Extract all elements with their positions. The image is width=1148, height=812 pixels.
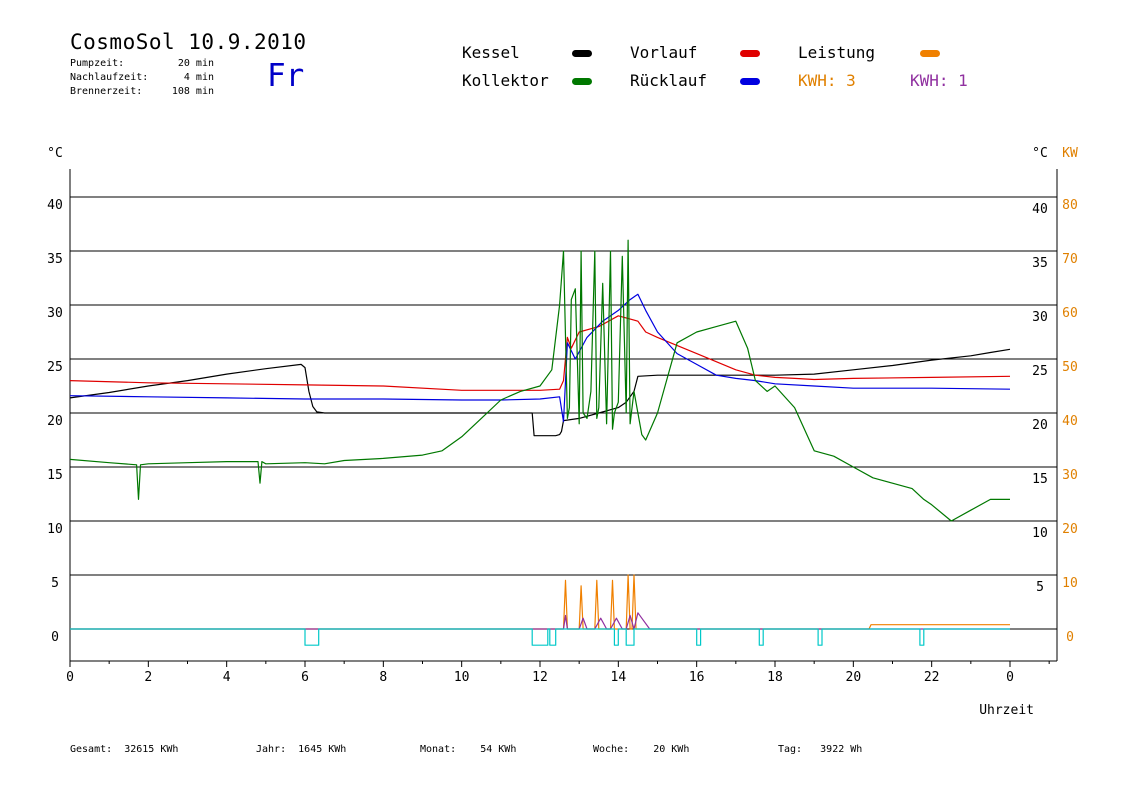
series-vorlauf <box>69 315 1011 391</box>
y-tick-left: 25 <box>47 360 63 375</box>
y-tick-right: 5 <box>1036 580 1044 595</box>
y-tick-left: 15 <box>47 468 63 483</box>
footer-woche: Woche: 20 KWh <box>593 744 690 755</box>
legend-kessel-swatch <box>572 50 592 57</box>
series-kollektor <box>69 239 1010 522</box>
y-axis-label-right: °C <box>1032 146 1048 161</box>
y-tick-left: 30 <box>47 306 63 321</box>
legend-leistung: Leistung <box>798 43 876 62</box>
kw-tick: 10 <box>1062 576 1078 591</box>
legend-vorlauf-swatch <box>740 50 760 57</box>
y-tick-left: 20 <box>47 414 63 429</box>
kw-tick: 20 <box>1062 522 1078 537</box>
x-tick-label: 18 <box>767 670 783 685</box>
footer-jahr: Jahr: 1645 KWh <box>256 744 347 755</box>
x-tick-label: 20 <box>846 670 862 685</box>
series-rcklauf <box>69 293 1011 423</box>
kw-tick: 0 <box>1066 630 1074 645</box>
y-tick-right: 35 <box>1032 256 1048 271</box>
legend-vorlauf: Vorlauf <box>630 43 698 62</box>
kw-axis-label: KW <box>1062 146 1078 161</box>
legend-kollektor: Kollektor <box>462 71 549 90</box>
series-pumpe <box>70 628 1010 646</box>
series-leistung <box>70 574 1010 630</box>
legend-ruecklauf: Rücklauf <box>630 71 708 90</box>
series-kessel <box>69 348 1011 437</box>
x-tick-label: 2 <box>144 670 152 685</box>
y-tick-right: 40 <box>1032 202 1048 217</box>
legend-kollektor-swatch <box>572 78 592 85</box>
x-tick-label: 4 <box>223 670 231 685</box>
kw-tick: 70 <box>1062 252 1078 267</box>
kwh-ruecklauf: KWH: 1 <box>910 71 968 90</box>
footer-gesamt: Gesamt: 32615 KWh <box>70 744 179 755</box>
info-pumpzeit: Pumpzeit: 20 min <box>70 58 214 69</box>
weekday-label: Fr <box>267 58 305 94</box>
page-title: CosmoSol 10.9.2010 <box>70 30 307 54</box>
y-tick-right: 30 <box>1032 310 1048 325</box>
kw-tick: 60 <box>1062 306 1078 321</box>
y-tick-right: 25 <box>1032 364 1048 379</box>
footer-monat: Monat: 54 KWh <box>420 744 517 755</box>
y-axis-label-left: °C <box>47 146 63 161</box>
kw-tick: 80 <box>1062 198 1078 213</box>
y-tick-right: 15 <box>1032 472 1048 487</box>
x-tick-label: 14 <box>611 670 627 685</box>
x-tick-label: 16 <box>689 670 705 685</box>
y-tick-right: 20 <box>1032 418 1048 433</box>
info-nachlaufzeit: Nachlaufzeit: 4 min <box>70 72 214 83</box>
tick-labels: 0 2 4 6 8 10 12 14 16 18 20 22 0 0 5 10 15 20 25 30 35 40 5 10 1… <box>47 146 1078 718</box>
legend-kessel: Kessel <box>462 43 520 62</box>
x-tick-label: 8 <box>379 670 387 685</box>
y-tick-left: 5 <box>51 576 59 591</box>
y-tick-left: 10 <box>47 522 63 537</box>
info-brennerzeit: Brennerzeit: 108 min <box>70 86 214 97</box>
kwh-leistung: KWH: 3 <box>798 71 856 90</box>
x-tick-label: 6 <box>301 670 309 685</box>
y-tick-left: 40 <box>47 198 63 213</box>
y-tick-right: 10 <box>1032 526 1048 541</box>
x-axis-label: Uhrzeit <box>979 703 1034 718</box>
x-tick-label: 0 <box>66 670 74 685</box>
legend-leistung-swatch <box>920 50 940 57</box>
x-tick-label: 10 <box>454 670 470 685</box>
kw-tick: 30 <box>1062 468 1078 483</box>
x-tick-label: 0 <box>1006 670 1014 685</box>
kw-tick: 50 <box>1062 360 1078 375</box>
y-tick-left: 35 <box>47 252 63 267</box>
footer-tag: Tag: 3922 Wh <box>778 744 863 755</box>
x-tick-label: 12 <box>532 670 548 685</box>
grid <box>69 169 1058 667</box>
kw-tick: 40 <box>1062 414 1078 429</box>
y-tick-left: 0 <box>51 630 59 645</box>
x-tick-label: 22 <box>924 670 940 685</box>
series-kwh <box>70 612 1010 630</box>
legend-ruecklauf-swatch <box>740 78 760 85</box>
series-lines <box>69 239 1011 646</box>
